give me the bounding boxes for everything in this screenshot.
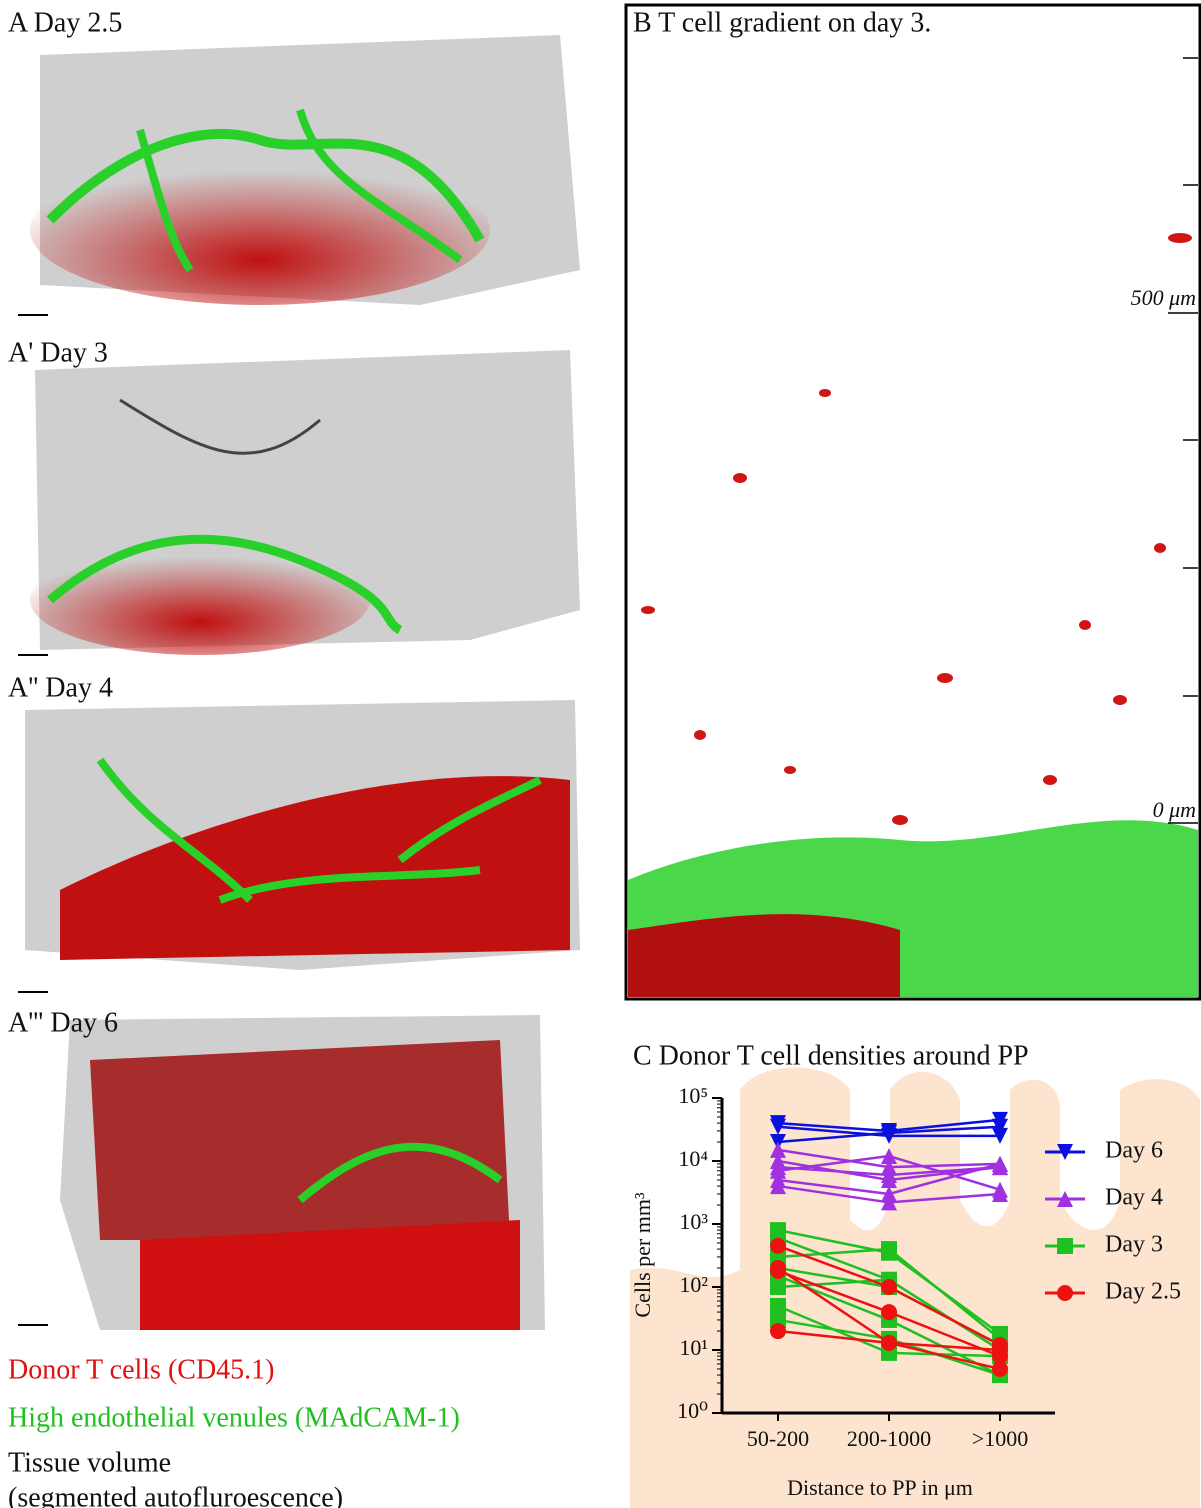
x-axis-label: Distance to PP in μm xyxy=(787,1475,973,1500)
panel-label: A''' Day 6 xyxy=(8,1007,118,1038)
legend-text: (segmented autofluroescence) xyxy=(8,1482,343,1508)
panel-label: A'' Day 4 xyxy=(8,672,113,703)
marker xyxy=(881,1127,897,1144)
marker xyxy=(881,1185,897,1202)
marker xyxy=(770,1297,786,1314)
marker xyxy=(770,1141,786,1158)
marker xyxy=(881,1334,897,1351)
legend-marker xyxy=(1057,1238,1073,1254)
legend-text: Donor T cells (CD45.1) xyxy=(8,1354,275,1385)
marker xyxy=(770,1279,786,1295)
panel-label: A' Day 3 xyxy=(8,337,108,368)
legend-text: Tissue volume xyxy=(8,1447,171,1478)
y-tick-label: 10¹ xyxy=(679,1335,708,1360)
marker xyxy=(881,1304,897,1321)
legend-label: Day 3 xyxy=(1105,1232,1163,1258)
marker xyxy=(992,1360,1008,1377)
marker xyxy=(770,1260,786,1277)
legend-label: Day 6 xyxy=(1105,1138,1163,1164)
image-a4 xyxy=(18,1015,545,1330)
panel-label: A Day 2.5 xyxy=(8,7,122,38)
chart-title: C Donor T cell densities around PP xyxy=(633,1040,1029,1071)
legend-text: High endothelial venules (MAdCAM-1) xyxy=(8,1402,460,1433)
legend-label: Day 4 xyxy=(1105,1185,1163,1211)
marker xyxy=(770,1323,786,1340)
panel-title: B T cell gradient on day 3. xyxy=(633,7,931,38)
x-tick-label: 200-1000 xyxy=(847,1426,931,1451)
image-a2 xyxy=(18,350,580,656)
marker xyxy=(770,1159,786,1176)
scale-label: 0 μm xyxy=(1153,797,1196,822)
image-a1 xyxy=(18,35,580,316)
y-tick-label: 10² xyxy=(679,1272,708,1297)
x-tick-label: >1000 xyxy=(972,1426,1028,1451)
marker xyxy=(881,1279,897,1295)
y-tick-label: 10⁰ xyxy=(677,1398,708,1423)
marker xyxy=(881,1166,897,1183)
marker xyxy=(881,1241,897,1258)
image-a3 xyxy=(18,700,580,993)
marker xyxy=(770,1237,786,1254)
y-tick-label: 10⁴ xyxy=(678,1146,708,1171)
legend-marker xyxy=(1057,1144,1073,1160)
marker xyxy=(770,1118,786,1135)
legend-marker xyxy=(1057,1191,1073,1207)
y-tick-label: 10³ xyxy=(679,1209,708,1234)
marker xyxy=(992,1127,1008,1144)
marker xyxy=(992,1185,1008,1202)
image-b xyxy=(624,3,1201,1001)
marker xyxy=(992,1118,1008,1135)
marker xyxy=(770,1178,786,1195)
marker xyxy=(992,1159,1008,1176)
legend-label: Day 2.5 xyxy=(1105,1279,1181,1305)
marker xyxy=(881,1148,897,1165)
y-tick-label: 10⁵ xyxy=(678,1083,708,1108)
marker xyxy=(881,1194,897,1211)
legend-marker xyxy=(1057,1285,1073,1301)
marker xyxy=(992,1342,1008,1358)
x-tick-label: 50-200 xyxy=(747,1426,809,1451)
y-axis-label: Cells per mm³ xyxy=(630,1192,655,1318)
scale-label: 500 μm xyxy=(1131,285,1196,310)
marker xyxy=(770,1311,786,1328)
